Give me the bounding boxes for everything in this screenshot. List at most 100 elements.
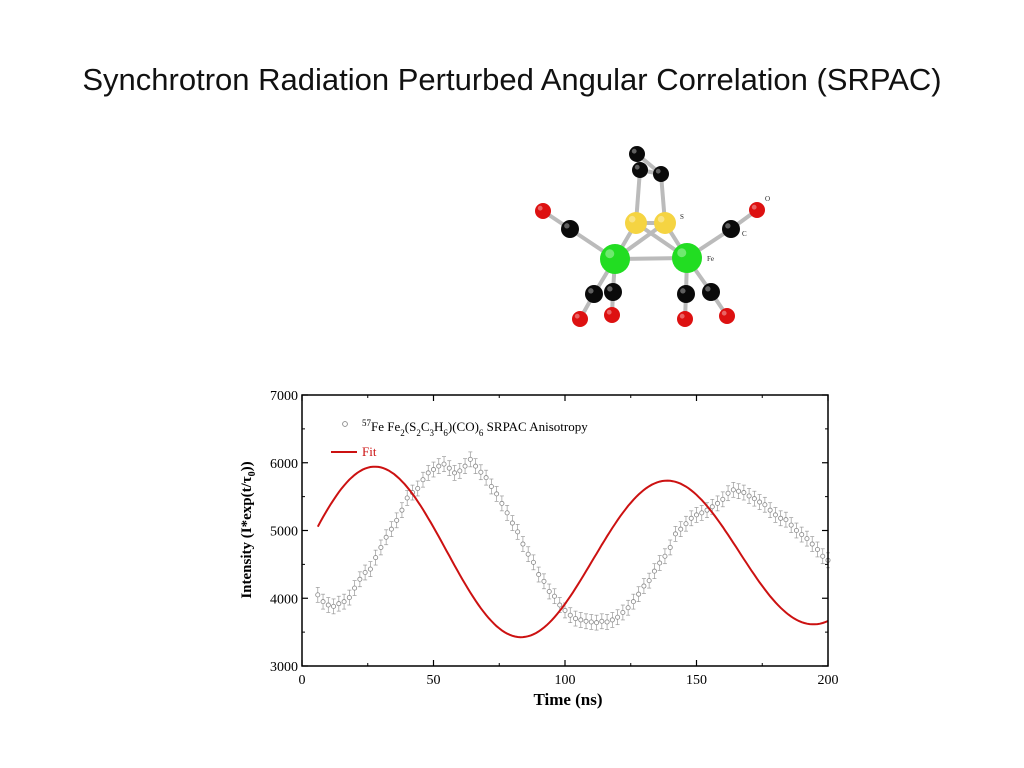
atom-highlight	[574, 313, 580, 319]
atom-highlight	[564, 223, 570, 229]
data-point	[820, 553, 826, 559]
data-point	[341, 599, 347, 605]
data-point	[383, 534, 389, 540]
data-point	[415, 485, 421, 491]
y-tick-label: 6000	[270, 457, 298, 472]
fit-curve	[316, 465, 829, 639]
carbon-atom	[632, 162, 648, 178]
legend-text-segment: Fe Fe	[371, 419, 400, 434]
sulfur-atom	[625, 212, 647, 234]
data-point	[814, 546, 820, 552]
x-tick-label: 50	[427, 673, 441, 688]
data-point	[404, 495, 410, 501]
data-point	[452, 470, 458, 476]
data-point	[557, 602, 563, 608]
atom-highlight	[679, 313, 685, 319]
y-tick-label: 4000	[270, 592, 298, 607]
data-point	[546, 588, 552, 594]
data-point	[609, 617, 615, 623]
iron-atom	[600, 244, 630, 274]
carbon-atom	[604, 283, 622, 301]
data-point	[352, 585, 358, 591]
data-point	[457, 468, 463, 474]
data-point	[462, 463, 468, 469]
data-point	[378, 544, 384, 550]
data-point	[588, 619, 594, 625]
data-point	[746, 493, 752, 499]
data-point	[520, 541, 526, 547]
data-point	[709, 504, 715, 510]
data-point	[720, 496, 726, 502]
oxygen-atom	[677, 311, 693, 327]
atom-highlight	[606, 309, 612, 315]
data-point	[667, 544, 673, 550]
legend-text-segment: 6	[479, 428, 484, 438]
data-point	[783, 517, 789, 523]
data-point	[651, 568, 657, 574]
data-point	[446, 465, 452, 471]
data-point	[430, 467, 436, 473]
oxygen-atom	[604, 307, 620, 323]
carbon-atom	[677, 285, 695, 303]
data-point	[388, 526, 394, 532]
data-point	[699, 510, 705, 516]
data-point	[494, 491, 500, 497]
data-point	[767, 507, 773, 513]
data-point	[515, 529, 521, 535]
atom-highlight	[537, 205, 543, 211]
atom-highlight	[628, 215, 636, 223]
legend-text-segment: 3	[429, 428, 434, 438]
x-tick-label: 0	[299, 673, 306, 688]
data-point	[331, 603, 337, 609]
data-point	[646, 578, 652, 584]
data-point	[357, 576, 363, 582]
data-point	[583, 618, 589, 624]
data-point	[541, 578, 547, 584]
data-point	[483, 475, 489, 481]
data-point	[336, 601, 342, 607]
data-point	[578, 617, 584, 623]
data-point	[551, 593, 557, 599]
carbon-atom	[629, 146, 645, 162]
data-point	[683, 521, 689, 527]
data-point	[594, 620, 600, 626]
atom-highlight	[677, 248, 687, 258]
carbon-atom	[722, 220, 740, 238]
data-point	[530, 559, 536, 565]
y-tick-label: 5000	[270, 525, 298, 540]
data-point	[373, 555, 379, 561]
data-point	[509, 520, 515, 526]
x-tick-label: 150	[686, 673, 707, 688]
atom-highlight	[705, 286, 711, 292]
oxygen-atom	[535, 203, 551, 219]
data-point	[725, 490, 731, 496]
carbon-atom-label: C	[742, 230, 747, 238]
data-point	[715, 500, 721, 506]
atom-highlight	[607, 286, 613, 292]
oxygen-atom	[749, 202, 765, 218]
data-point	[762, 502, 768, 508]
carbon-atom	[561, 220, 579, 238]
molecule-atoms	[535, 146, 765, 327]
data-point	[604, 619, 610, 625]
data-point	[778, 515, 784, 521]
data-point	[425, 470, 431, 476]
data-point	[620, 609, 626, 615]
oxygen-atom-label: O	[765, 195, 770, 203]
data-point	[804, 536, 810, 542]
data-point	[630, 599, 636, 605]
carbon-atom	[585, 285, 603, 303]
atom-highlight	[721, 310, 727, 316]
data-point	[525, 551, 531, 557]
data-point	[772, 512, 778, 518]
data-points	[315, 456, 831, 626]
data-point	[641, 583, 647, 589]
data-point	[704, 507, 710, 513]
data-point	[573, 616, 579, 622]
data-point	[694, 512, 700, 518]
slide-title: Synchrotron Radiation Perturbed Angular …	[82, 62, 942, 97]
oxygen-atom	[719, 308, 735, 324]
data-point	[562, 607, 568, 613]
data-point	[420, 477, 426, 483]
